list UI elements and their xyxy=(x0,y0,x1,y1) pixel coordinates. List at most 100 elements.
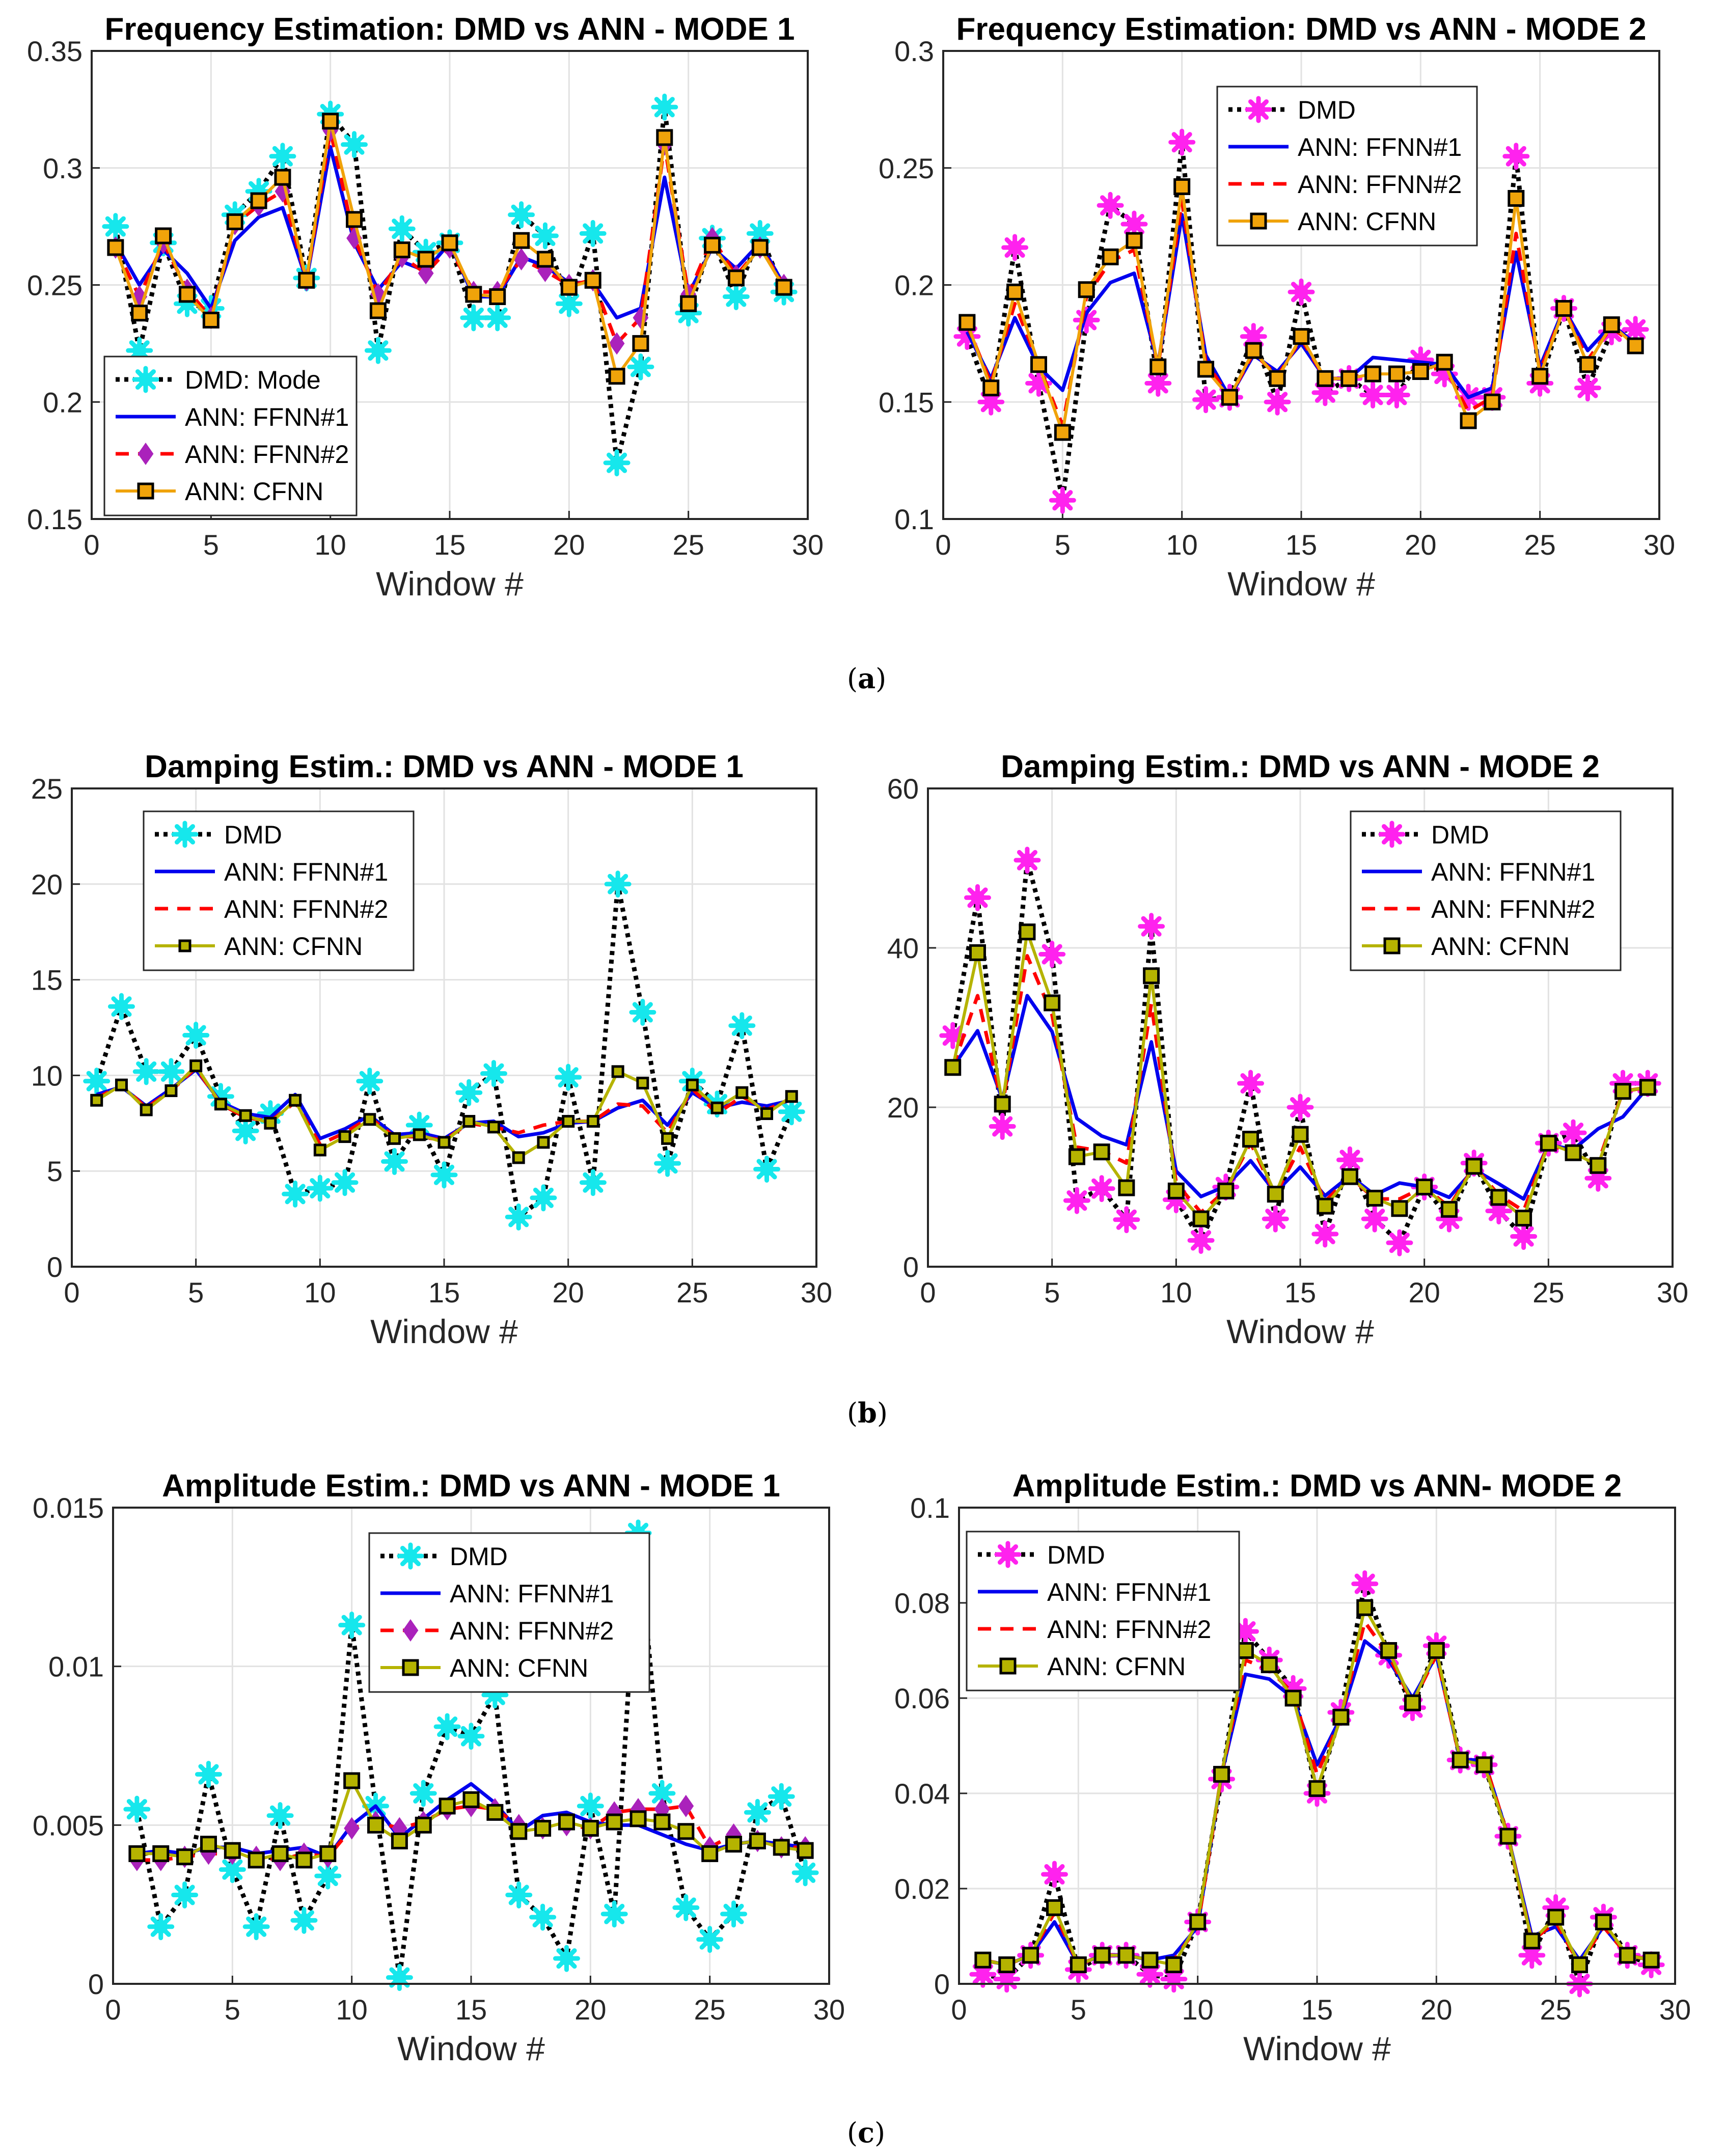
data-point xyxy=(1293,328,1310,345)
legend: DMD ANN: FFNN#1 ANN: FFNN#2 ANN: CFNN xyxy=(966,1531,1240,1691)
data-point xyxy=(555,290,583,317)
legend-label: ANN: FFNN#2 xyxy=(1298,170,1462,199)
legend-label: DMD xyxy=(224,821,282,849)
data-point xyxy=(627,353,654,380)
x-tick-label: 15 xyxy=(1301,1994,1333,2026)
data-point xyxy=(1508,189,1525,207)
data-point xyxy=(257,1100,284,1128)
chart-damp_m1: 0 5 10 15 20 25 30 0 5 10 15 20 25 Damping Estim.: DM… xyxy=(31,749,832,1350)
data-point xyxy=(405,1111,433,1139)
data-point xyxy=(250,192,267,209)
data-point xyxy=(306,1175,334,1202)
data-point xyxy=(369,302,387,319)
data-point xyxy=(1267,1186,1284,1203)
data-point xyxy=(155,227,172,244)
series-1 xyxy=(136,1782,806,1859)
data-point xyxy=(313,1143,326,1157)
data-point xyxy=(696,1926,724,1953)
data-point xyxy=(1542,1894,1570,1921)
data-point xyxy=(513,232,530,249)
data-point xyxy=(964,884,991,911)
data-point xyxy=(282,1180,309,1208)
axes-box xyxy=(71,787,817,1268)
data-point xyxy=(606,1813,623,1831)
data-point xyxy=(1113,1206,1140,1234)
data-point xyxy=(553,1945,580,1972)
data-point xyxy=(274,169,291,186)
legend-label: ANN: CFNN xyxy=(1047,1652,1186,1681)
y-tick-label: 0.25 xyxy=(879,152,934,184)
x-tick-label: 0 xyxy=(951,1994,967,2026)
data-point xyxy=(1391,1200,1408,1217)
data-point xyxy=(1565,1144,1582,1161)
x-tick-label: 0 xyxy=(105,1994,121,2026)
data-point xyxy=(295,1851,313,1869)
series-3 xyxy=(90,1059,798,1164)
data-point xyxy=(1192,386,1220,414)
data-point xyxy=(171,1881,199,1908)
data-point xyxy=(1242,1131,1259,1148)
data-point xyxy=(1584,1164,1612,1192)
legend-label: ANN: FFNN#1 xyxy=(1047,1578,1211,1606)
data-point xyxy=(529,1903,557,1931)
legend: DMD ANN: FFNN#1 ANN: FFNN#2 ANN: CFNN xyxy=(1350,810,1622,971)
y-tick-label: 0.15 xyxy=(879,386,934,418)
y-tick-label: 0.02 xyxy=(894,1873,950,1905)
data-point xyxy=(1167,1182,1185,1199)
data-point xyxy=(760,1107,774,1121)
data-point xyxy=(558,1813,575,1831)
data-point xyxy=(1054,424,1071,441)
data-point xyxy=(173,290,201,317)
series-1 xyxy=(951,994,1649,1201)
data-point xyxy=(1269,370,1286,387)
data-point xyxy=(157,1058,185,1085)
x-tick-label: 25 xyxy=(1532,1276,1564,1308)
x-tick-label: 0 xyxy=(84,529,99,561)
chart-amp_m1: 0 5 10 15 20 25 30 0 0.005 0.01 0.015 Amplitude Est… xyxy=(33,1468,845,2067)
data-point xyxy=(1332,1708,1350,1726)
data-point xyxy=(653,1813,671,1831)
legend: DMD ANN: FFNN#1 ANN: FFNN#2 ANN: CFNN xyxy=(368,1532,650,1693)
legend-label: ANN: FFNN#2 xyxy=(1047,1615,1211,1644)
data-point xyxy=(768,1783,795,1810)
data-point xyxy=(608,368,625,385)
data-point xyxy=(1341,1168,1358,1185)
data-point xyxy=(1168,128,1196,156)
legend-label: ANN: FFNN#1 xyxy=(185,403,349,431)
data-point xyxy=(83,1068,111,1095)
y-tick-label: 0.3 xyxy=(894,35,934,67)
legend-label: ANN: FFNN#2 xyxy=(1431,895,1595,923)
data-point xyxy=(735,1086,749,1099)
data-point xyxy=(413,1128,426,1141)
data-point xyxy=(202,311,220,329)
legend-label: ANN: FFNN#1 xyxy=(1298,133,1462,161)
data-point xyxy=(242,1913,270,1941)
data-point xyxy=(982,379,1000,397)
data-point xyxy=(341,131,368,158)
chart-title: Damping Estim.: DMD vs ANN - MODE 1 xyxy=(145,749,744,784)
y-tick-label: 0.1 xyxy=(894,503,934,535)
data-point xyxy=(1440,1200,1458,1218)
data-point xyxy=(1118,1179,1135,1196)
data-point xyxy=(107,993,135,1020)
y-tick-label: 10 xyxy=(31,1059,63,1091)
data-point xyxy=(636,1076,649,1089)
y-tick-label: 0.25 xyxy=(27,269,83,302)
data-point xyxy=(1639,1079,1656,1096)
x-tick-label: 20 xyxy=(553,1276,584,1308)
data-point xyxy=(1189,1913,1207,1930)
data-point xyxy=(415,1816,432,1834)
legend-marker xyxy=(178,939,191,952)
data-point xyxy=(969,1960,997,1988)
data-point xyxy=(1416,1179,1433,1195)
y-tick-label: 0 xyxy=(47,1251,63,1283)
data-point xyxy=(107,239,124,256)
data-point xyxy=(430,1161,458,1189)
y-tick-label: 0.06 xyxy=(894,1682,950,1714)
x-tick-label: 25 xyxy=(1540,1994,1572,2026)
data-point xyxy=(1311,1220,1339,1248)
data-point xyxy=(388,215,416,242)
data-point xyxy=(725,1836,743,1853)
data-point xyxy=(508,201,535,229)
data-point xyxy=(686,1078,699,1091)
